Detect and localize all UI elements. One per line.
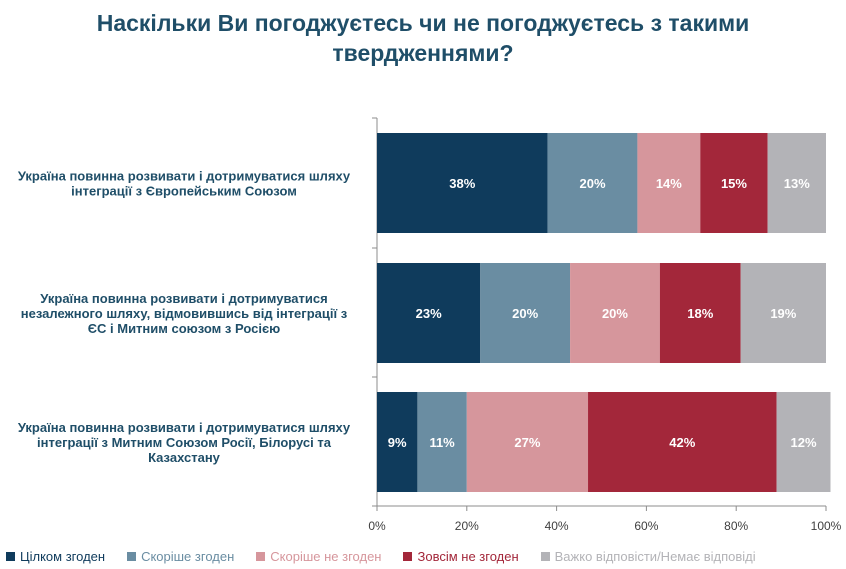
category-label-line: Україна повинна розвивати і дотримуватис…: [18, 420, 351, 435]
legend-item: Скоріше не згоден: [256, 549, 381, 564]
legend-item: Скоріше згоден: [127, 549, 234, 564]
legend-item: Важко відповісти/Немає відповіді: [540, 548, 756, 564]
x-tick-label: 60%: [634, 519, 658, 533]
category-label: Україна повинна розвивати і дотримуватис…: [21, 291, 348, 336]
legend-item: Цілком згоден: [6, 549, 105, 564]
bar-segment: [466, 392, 589, 492]
bar-segment: [659, 263, 741, 363]
data-label: 27%: [514, 435, 540, 450]
legend-swatch: [403, 551, 413, 561]
legend-label: Важко відповісти/Немає відповіді: [554, 548, 756, 564]
bar-segment: [767, 133, 826, 233]
legend-label: Зовсім не згоден: [417, 548, 519, 564]
x-tick-label: 40%: [545, 519, 569, 533]
data-label: 20%: [512, 306, 538, 321]
bar-segment: [417, 392, 467, 492]
data-label: 12%: [791, 435, 817, 450]
category-label-line: інтеграції з Європейським Союзом: [71, 184, 297, 199]
data-label: 11%: [429, 435, 455, 450]
legend-swatch: [540, 551, 550, 561]
data-label: 15%: [721, 176, 747, 191]
data-label: 9%: [388, 435, 407, 450]
bar-segment: [547, 133, 638, 233]
x-tick-label: 80%: [724, 519, 748, 533]
category-label-line: Казахстану: [148, 450, 221, 465]
category-label-line: незалежного шляху, відмовившись від інте…: [21, 306, 348, 321]
category-label-line: інтеграції з Митним Союзом Росії, Білору…: [37, 435, 332, 450]
category-label: Україна повинна розвивати і дотримуватис…: [18, 420, 351, 465]
data-label: 20%: [580, 176, 606, 191]
category-label: Україна повинна розвивати і дотримуватис…: [18, 169, 351, 199]
x-tick-label: 100%: [811, 519, 842, 533]
bar-segment: [700, 133, 768, 233]
bar-segment: [377, 133, 548, 233]
bar-segment: [570, 263, 660, 363]
bar-segment: [588, 392, 777, 492]
chart-title-line-2: твердженнями?: [332, 40, 514, 66]
legend-swatch: [6, 551, 15, 561]
bar-segment: [377, 263, 481, 363]
data-label: 42%: [669, 435, 695, 450]
data-label: 20%: [602, 306, 628, 321]
bar-segment: [776, 392, 831, 492]
chart-title: Наскільки Ви погоджуєтесь чи не погоджує…: [40, 8, 806, 68]
legend-label: Скоріше згоден: [141, 548, 235, 564]
bar-segment: [637, 133, 701, 233]
data-label: 38%: [449, 176, 475, 191]
stacked-bar-chart: 0% 20% 40% 60% 80% 100% 38% 20% 14% 15% 13% Україна…: [18, 117, 842, 533]
category-label-line: ЄС і Митним союзом з Росією: [88, 321, 280, 336]
data-label: 14%: [656, 176, 682, 191]
data-label: 13%: [784, 176, 810, 191]
legend-item: Зовсім не згоден: [403, 548, 519, 564]
chart-title-line-1: Наскільки Ви погоджуєтесь чи не погоджує…: [96, 10, 750, 36]
x-tick-label: 20%: [455, 519, 479, 533]
category-label-line: Україна повинна розвивати і дотримуватис…: [18, 169, 351, 184]
chart-legend: Цілком згоден Скоріше згоден Скоріше не зг…: [6, 546, 846, 566]
bar-segment: [480, 263, 571, 363]
bar-segment: [740, 263, 826, 363]
bar-segment: [377, 392, 418, 492]
data-label: 18%: [687, 306, 713, 321]
legend-label: Цілком згоден: [20, 548, 106, 564]
data-label: 19%: [770, 306, 796, 321]
category-label-line: Україна повинна розвивати і дотримуватис…: [40, 291, 327, 306]
legend-swatch: [127, 551, 137, 561]
legend-label: Скоріше не згоден: [270, 548, 382, 564]
data-label: 23%: [416, 306, 442, 321]
legend-swatch: [256, 551, 266, 561]
x-tick-label: 0%: [368, 519, 386, 533]
